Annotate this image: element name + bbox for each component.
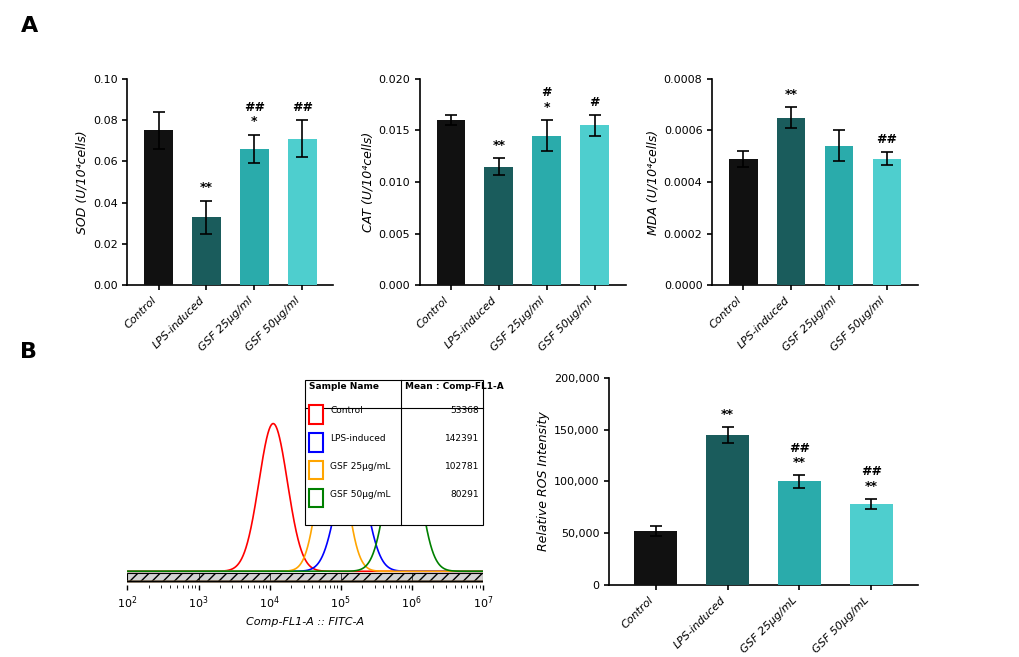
Text: ##: ##	[788, 442, 809, 455]
Y-axis label: CAT (U/10⁴cells): CAT (U/10⁴cells)	[361, 132, 374, 232]
Bar	[144, 131, 173, 285]
Bar	[127, 573, 482, 581]
Text: GSF 50μg/mL: GSF 50μg/mL	[330, 489, 390, 499]
Bar	[776, 118, 805, 285]
Bar	[823, 146, 853, 285]
Text: LPS-induced: LPS-induced	[330, 434, 385, 443]
Text: B: B	[20, 342, 38, 361]
Bar	[705, 435, 748, 585]
Bar	[871, 159, 901, 285]
Bar	[532, 135, 560, 285]
Text: 53368: 53368	[450, 406, 479, 415]
Text: #: #	[589, 96, 599, 109]
Text: ##: ##	[875, 133, 897, 147]
Bar	[436, 120, 465, 285]
Text: **: **	[784, 88, 797, 101]
Bar	[580, 125, 608, 285]
Bar	[309, 405, 323, 424]
Bar	[634, 531, 677, 585]
Text: *: *	[251, 116, 258, 128]
Text: 142391: 142391	[444, 434, 479, 443]
Text: **: **	[864, 480, 877, 493]
Bar	[239, 149, 268, 285]
Bar	[309, 489, 323, 507]
Text: Control: Control	[330, 406, 363, 415]
X-axis label: Comp-FL1-A :: FITC-A: Comp-FL1-A :: FITC-A	[246, 617, 364, 627]
Y-axis label: SOD (U/10⁴cells): SOD (U/10⁴cells)	[75, 130, 89, 234]
Text: ##: ##	[291, 101, 313, 114]
Bar	[777, 482, 820, 585]
Bar	[309, 433, 323, 451]
Text: 80291: 80291	[450, 489, 479, 499]
Text: **: **	[720, 407, 734, 420]
Text: 102781: 102781	[444, 462, 479, 471]
Text: Mean : Comp-FL1-A: Mean : Comp-FL1-A	[405, 382, 503, 392]
Text: *: *	[543, 101, 549, 114]
Text: ##: ##	[860, 465, 881, 478]
Bar	[484, 167, 513, 285]
Text: GSF 25μg/mL: GSF 25μg/mL	[330, 462, 390, 471]
Bar	[309, 461, 323, 480]
Bar	[287, 139, 316, 285]
Bar	[305, 380, 482, 525]
Text: **: **	[492, 139, 504, 152]
Y-axis label: Relative ROS Intensity: Relative ROS Intensity	[536, 412, 549, 551]
Bar	[192, 217, 221, 285]
Text: Sample Name: Sample Name	[309, 382, 378, 392]
Bar	[849, 504, 892, 585]
Text: **: **	[200, 181, 213, 194]
Text: ##: ##	[244, 101, 265, 114]
Y-axis label: MDA (U/10⁴cells): MDA (U/10⁴cells)	[646, 129, 659, 235]
Text: A: A	[20, 16, 38, 36]
Bar	[729, 159, 757, 285]
Text: **: **	[792, 456, 805, 469]
Text: #: #	[541, 87, 551, 99]
